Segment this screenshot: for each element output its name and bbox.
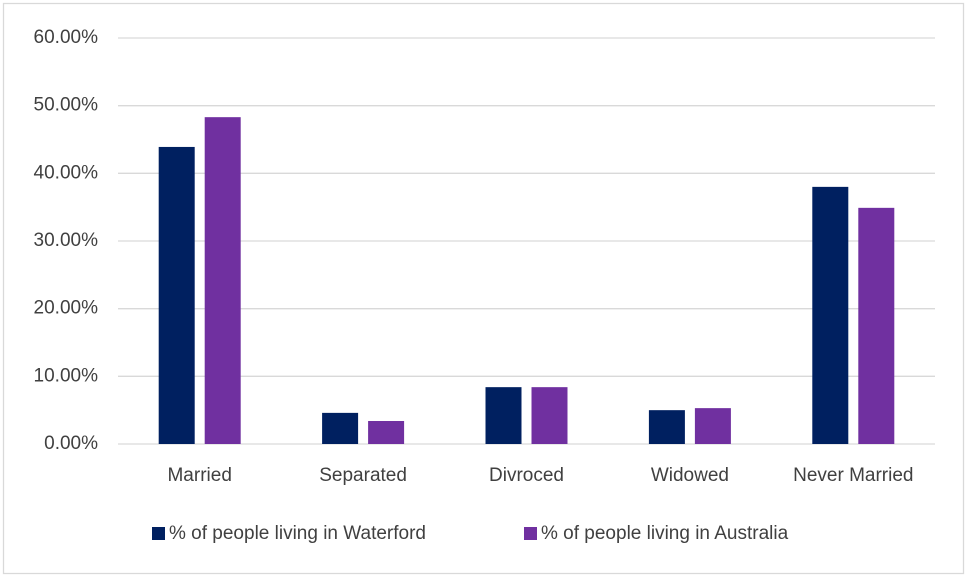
x-tick-label: Separated — [319, 465, 407, 486]
x-tick-label: Widowed — [651, 465, 729, 486]
bar — [648, 410, 685, 444]
y-tick-label: 60.00% — [34, 27, 99, 48]
y-tick-label: 0.00% — [44, 433, 98, 454]
x-tick-label: Divroced — [489, 465, 564, 486]
bar — [204, 117, 241, 445]
bar — [485, 387, 522, 444]
y-tick-label: 20.00% — [34, 298, 99, 319]
bar — [812, 186, 849, 444]
bar — [158, 146, 195, 444]
bar — [858, 207, 895, 444]
bar — [531, 387, 568, 444]
y-tick-label: 10.00% — [34, 365, 99, 386]
legend-swatch — [152, 527, 165, 540]
y-tick-label: 50.00% — [34, 95, 99, 116]
x-tick-label: Married — [167, 465, 231, 486]
bar — [368, 420, 405, 444]
legend-swatch — [524, 527, 537, 540]
y-tick-label: 40.00% — [34, 162, 99, 183]
legend-label: % of people living in Waterford — [169, 523, 426, 544]
legend-label: % of people living in Australia — [541, 523, 789, 544]
y-tick-label: 30.00% — [34, 230, 99, 251]
bar — [694, 408, 731, 444]
x-tick-label: Never Married — [793, 465, 913, 486]
bar — [322, 412, 359, 444]
